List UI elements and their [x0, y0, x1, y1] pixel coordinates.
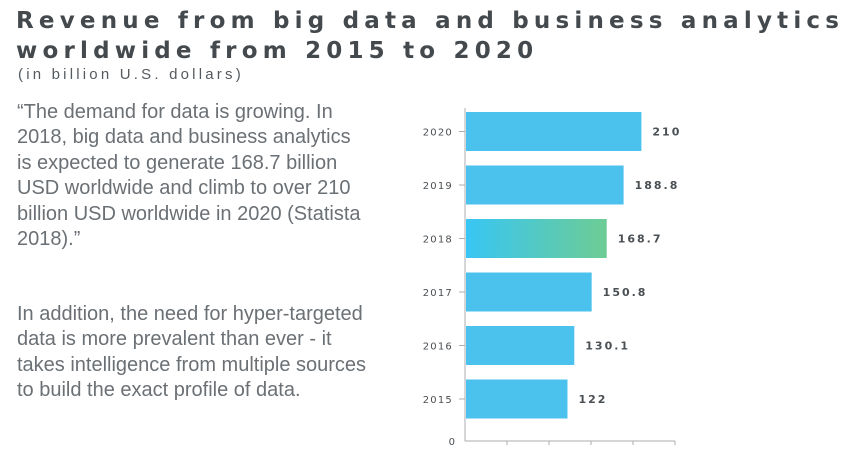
x-tick-label-0: 0 [449, 437, 456, 448]
chart-title: Revenue from big data and business analy… [16, 6, 844, 66]
bar-2017 [466, 272, 592, 312]
bar-2020 [466, 112, 642, 151]
data-label-2020: 210 [652, 126, 681, 139]
bar-2019 [466, 165, 624, 205]
data-label-2017: 150.8 [603, 286, 648, 299]
quote-paragraph: “The demand for data is growing. In 2018… [17, 101, 361, 251]
y-tick-label-2020: 2020 [423, 128, 453, 139]
y-tick-label-2016: 2016 [423, 342, 453, 353]
data-label-2019: 188.8 [635, 179, 680, 192]
chart-title-line-2: worldwide from 2015 to 2020 [16, 38, 539, 64]
data-label-2016: 130.1 [585, 340, 630, 353]
data-label-2018: 168.7 [618, 233, 663, 246]
y-tick-label-2018: 2018 [423, 235, 453, 246]
addition-paragraph: In addition, the need for hyper-targeted… [17, 303, 367, 402]
chart-subtitle: (in billion U.S. dollars) [18, 66, 244, 83]
chart-title-line-1: Revenue from big data and business analy… [16, 8, 845, 34]
revenue-bar-chart: 210 188.8 168.7 150.8 130.1 122 2020 2019 2018 2… [423, 108, 681, 448]
y-tick-label-2015: 2015 [423, 395, 453, 406]
data-label-2015: 122 [578, 393, 607, 406]
y-tick-label-2019: 2019 [423, 181, 453, 192]
bar-2018 [466, 219, 607, 258]
y-tick-label-2017: 2017 [423, 288, 453, 299]
bar-2015 [466, 379, 568, 419]
bar-2016 [466, 326, 575, 365]
